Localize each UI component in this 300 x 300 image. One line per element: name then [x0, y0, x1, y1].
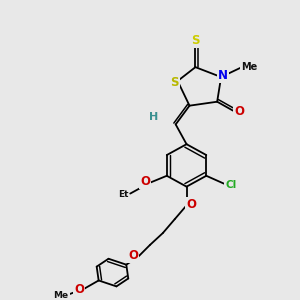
Text: N: N	[218, 69, 228, 82]
Text: O: O	[234, 105, 244, 118]
Text: O: O	[187, 198, 196, 211]
Text: Me: Me	[54, 291, 69, 300]
Text: H: H	[149, 112, 159, 122]
Text: S: S	[170, 76, 179, 89]
Text: O: O	[74, 283, 84, 296]
Text: Me: Me	[241, 62, 257, 72]
Text: Cl: Cl	[225, 180, 237, 190]
Text: S: S	[191, 34, 200, 47]
Text: O: O	[128, 249, 138, 262]
Text: O: O	[140, 175, 150, 188]
Text: Et: Et	[118, 190, 129, 199]
